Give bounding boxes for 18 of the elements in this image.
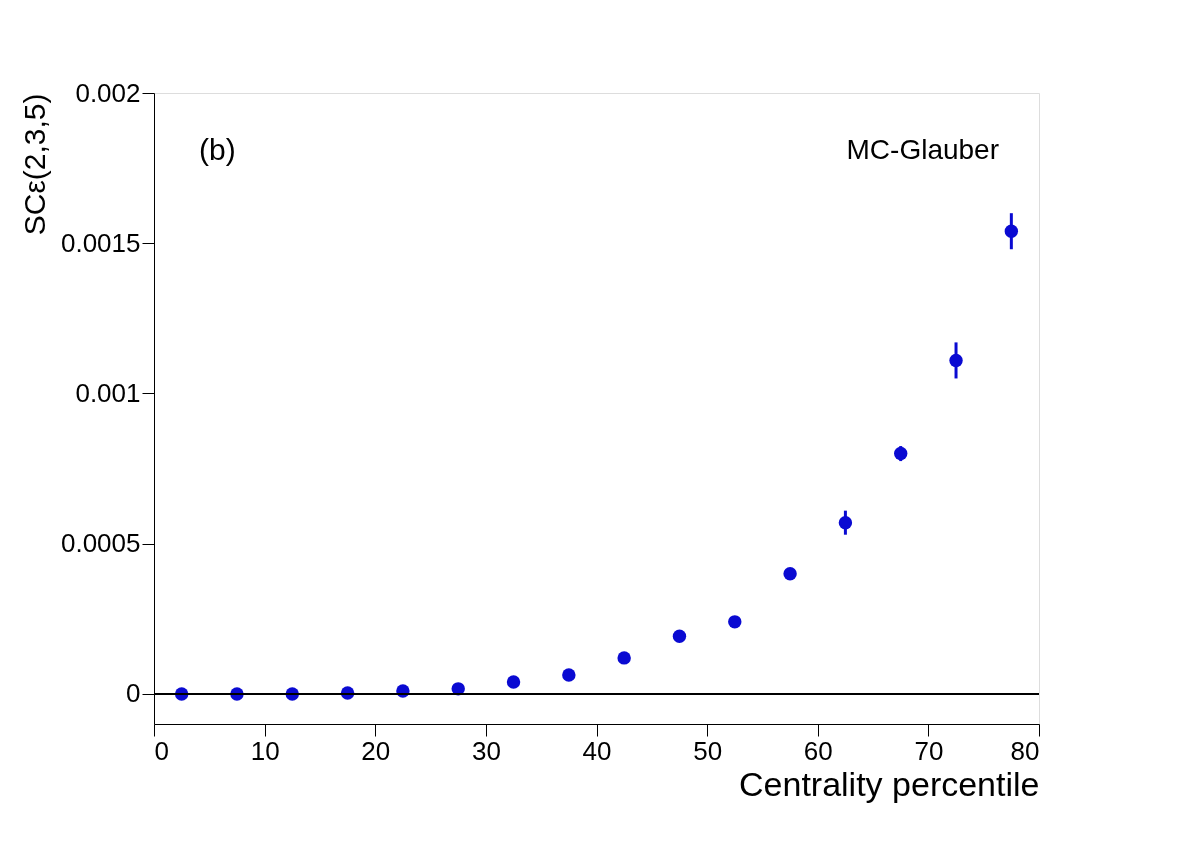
x-tick-label: 80 [1010, 735, 1040, 766]
y-tick-label: 0 [126, 678, 141, 709]
x-tick-label: 60 [803, 735, 833, 766]
x-axis-title: Centrality percentile [739, 764, 1040, 803]
y-tick-label: 0.002 [75, 77, 141, 108]
y-tick-label: 0.0015 [60, 227, 141, 258]
x-tick-label: 10 [250, 735, 280, 766]
y-tick-label: 0.0005 [60, 528, 141, 559]
annotation: (b) [199, 133, 236, 166]
x-tick-label: 0 [154, 735, 169, 766]
x-tick-label: 40 [582, 735, 612, 766]
x-tick-label: 30 [471, 735, 501, 766]
annotation: MC-Glauber [846, 134, 999, 165]
x-tick-label: 50 [693, 735, 723, 766]
y-tick-label: 0.001 [75, 377, 141, 408]
y-axis-title: SCε(2,3,5) [17, 93, 51, 236]
x-tick-label: 20 [361, 735, 391, 766]
x-tick-label: 70 [914, 735, 944, 766]
